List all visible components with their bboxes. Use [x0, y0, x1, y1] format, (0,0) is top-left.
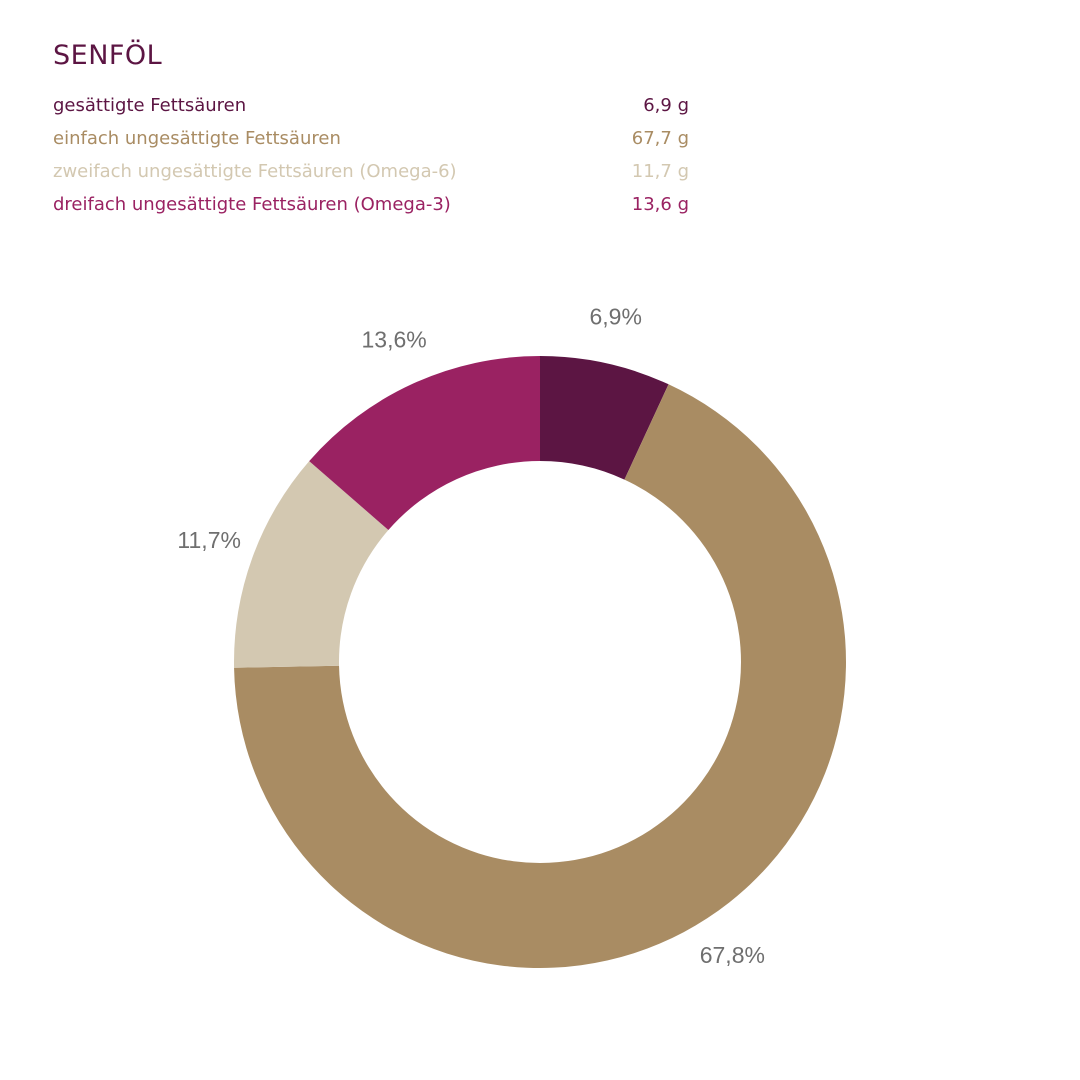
legend-value: 6,9 g [643, 95, 689, 116]
slice-percent-label: 67,8% [700, 942, 765, 968]
legend-label: gesättigte Fettsäuren [53, 95, 247, 116]
slice-omega6 [234, 461, 389, 668]
slice-omega3 [309, 356, 540, 531]
legend: gesättigte Fettsäuren 6,9 g einfach unge… [53, 95, 689, 227]
page-title: SENFÖL [53, 40, 163, 71]
legend-row-omega6: zweifach ungesättigte Fettsäuren (Omega-… [53, 161, 689, 194]
legend-label: einfach ungesättigte Fettsäuren [53, 128, 341, 149]
legend-row-omega3: dreifach ungesättigte Fettsäuren (Omega-… [53, 194, 689, 227]
slice-saturated [540, 356, 669, 480]
legend-row-saturated: gesättigte Fettsäuren 6,9 g [53, 95, 689, 128]
slice-percent-label: 11,7% [177, 527, 241, 553]
legend-value: 67,7 g [631, 128, 689, 149]
legend-row-monounsaturated: einfach ungesättigte Fettsäuren 67,7 g [53, 128, 689, 161]
slice-percent-label: 6,9% [589, 303, 641, 329]
legend-label: dreifach ungesättigte Fettsäuren (Omega-… [53, 194, 451, 215]
legend-value: 13,6 g [631, 194, 689, 215]
legend-value: 11,7 g [631, 161, 689, 182]
slice-monounsaturated [234, 384, 846, 969]
legend-label: zweifach ungesättigte Fettsäuren (Omega-… [53, 161, 457, 182]
slice-percent-label: 13,6% [362, 327, 427, 353]
